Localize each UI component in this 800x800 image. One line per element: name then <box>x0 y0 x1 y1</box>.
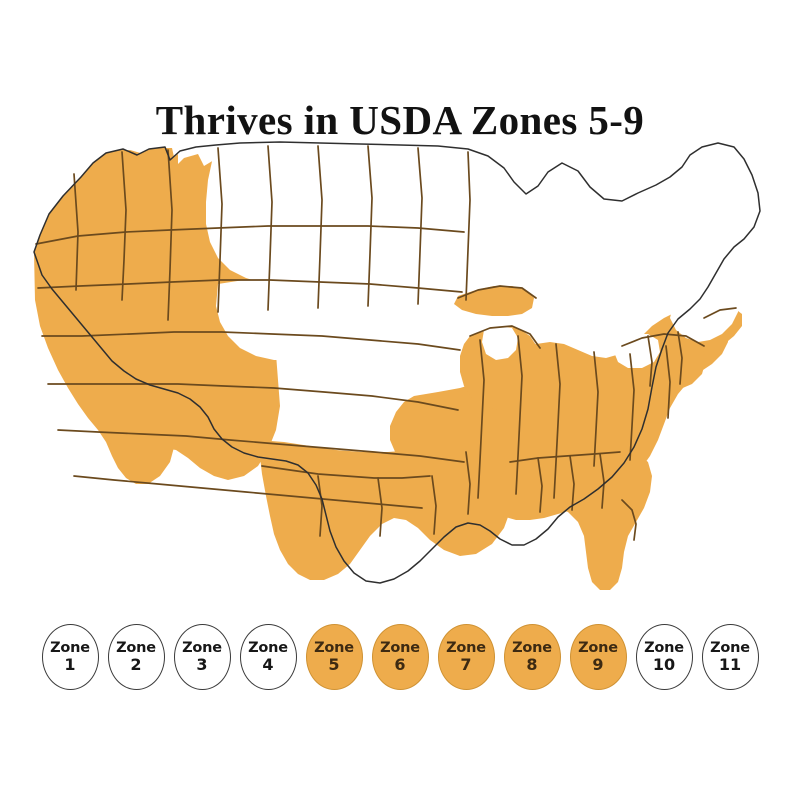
legend-chip-label: Zone <box>314 639 354 656</box>
legend-chip-label: Zone <box>50 639 90 656</box>
legend-chip-number: 1 <box>64 654 76 674</box>
zone-legend: Zone 1 Zone 2 Zone 3 Zone 4 Zone 5 Zone … <box>0 614 800 700</box>
legend-chip-label: Zone <box>578 639 618 656</box>
legend-chip-zone-9[interactable]: Zone 9 <box>569 624 627 690</box>
legend-chip-zone-8[interactable]: Zone 8 <box>503 624 561 690</box>
legend-chip-label: Zone <box>182 639 222 656</box>
page-title: Thrives in USDA Zones 5-9 <box>155 97 645 143</box>
legend-chip-zone-7[interactable]: Zone 7 <box>437 624 495 690</box>
legend-chip-number: 2 <box>130 654 142 674</box>
legend-chip-zone-1[interactable]: Zone 1 <box>41 624 99 690</box>
legend-chip-zone-6[interactable]: Zone 6 <box>371 624 429 690</box>
legend-chip-zone-2[interactable]: Zone 2 <box>107 624 165 690</box>
legend-chip-label: Zone <box>710 639 750 656</box>
legend-chip-number: 5 <box>328 654 340 674</box>
legend-chip-number: 11 <box>718 654 742 674</box>
legend-chip-number: 7 <box>460 654 472 674</box>
legend-chip-number: 9 <box>592 654 604 674</box>
legend-chip-number: 10 <box>652 654 676 674</box>
legend-chip-label: Zone <box>248 639 288 656</box>
legend-chip-zone-5[interactable]: Zone 5 <box>305 624 363 690</box>
legend-chip-zone-3[interactable]: Zone 3 <box>173 624 231 690</box>
legend-chip-label: Zone <box>380 639 420 656</box>
zone-1-4-unshaded-region <box>206 146 738 368</box>
legend-chip-number: 4 <box>262 654 274 674</box>
national-outline <box>33 141 761 584</box>
legend-chip-number: 6 <box>394 654 406 674</box>
legend-chip-zone-10[interactable]: Zone 10 <box>635 624 693 690</box>
legend-chip-label: Zone <box>446 639 486 656</box>
legend-chip-label: Zone <box>116 639 156 656</box>
legend-chip-zone-11[interactable]: Zone 11 <box>701 624 759 690</box>
legend-chip-number: 3 <box>196 654 208 674</box>
legend-chip-number: 8 <box>526 654 538 674</box>
map-container <box>18 140 782 592</box>
legend-chip-label: Zone <box>644 639 684 656</box>
state-borders <box>35 145 737 541</box>
legend-chip-zone-4[interactable]: Zone 4 <box>239 624 297 690</box>
legend-chip-label: Zone <box>512 639 552 656</box>
usa-hardiness-map <box>33 141 761 590</box>
